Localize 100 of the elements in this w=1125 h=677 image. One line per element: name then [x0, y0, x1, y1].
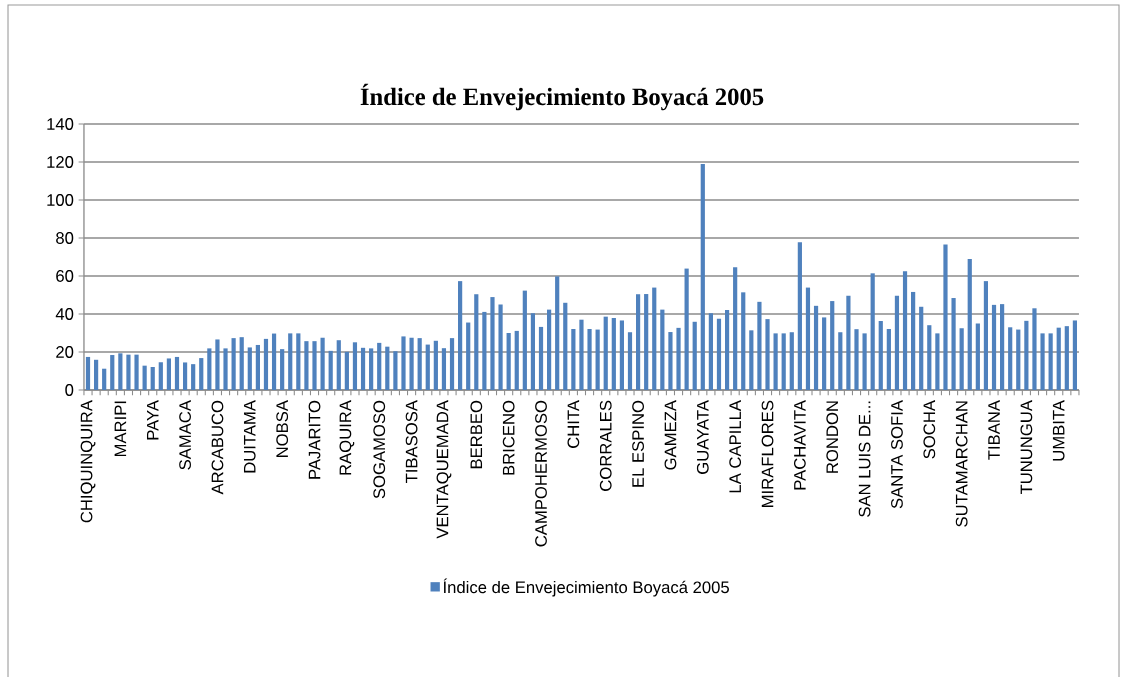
- bar: [668, 332, 673, 390]
- x-tick-label: CHIQUINQUIRA: [80, 400, 96, 523]
- bar: [360, 347, 366, 390]
- bar: [255, 344, 260, 390]
- x-tick-label: TUNUNGUA: [1020, 400, 1033, 495]
- bar: [959, 328, 964, 390]
- bar: [951, 298, 956, 390]
- bar: [538, 326, 544, 390]
- bar: [797, 242, 802, 390]
- bar: [182, 362, 188, 390]
- bar: [789, 332, 794, 390]
- x-tick-label: RAQUIRA: [339, 400, 355, 475]
- bar: [708, 313, 713, 390]
- bar: [231, 338, 236, 390]
- bar: [1040, 333, 1045, 390]
- bar: [85, 356, 91, 390]
- y-tick-label: 20: [56, 346, 74, 358]
- bar: [223, 348, 228, 390]
- bar: [247, 347, 252, 390]
- bar: [385, 346, 390, 390]
- bar: [506, 332, 511, 390]
- y-tick-label: 0: [65, 384, 74, 396]
- bar: [191, 364, 196, 390]
- bar: [822, 317, 827, 390]
- bar: [393, 351, 398, 390]
- bar: [579, 319, 584, 390]
- bar: [126, 354, 131, 390]
- x-tick-label: SOGAMOSO: [373, 400, 386, 499]
- bar: [563, 302, 568, 390]
- bar: [611, 317, 616, 390]
- bar: [862, 333, 867, 390]
- bar: [603, 316, 608, 390]
- bar: [838, 332, 843, 390]
- bar: [433, 340, 438, 390]
- bar: [490, 297, 495, 390]
- bar: [886, 329, 891, 390]
- bar: [207, 348, 212, 390]
- x-tick-label: VENTAQUEMADA: [436, 400, 452, 539]
- bar: [1000, 304, 1005, 390]
- x-tick-label: PAYA: [147, 400, 159, 440]
- bar: [530, 313, 536, 390]
- bar: [377, 342, 382, 390]
- bar: [271, 333, 277, 390]
- y-tick-label: 80: [56, 232, 74, 244]
- bar: [199, 358, 204, 390]
- bar: [215, 339, 220, 390]
- bar: [94, 359, 99, 390]
- bar: [514, 330, 519, 390]
- bar: [927, 325, 932, 390]
- bar: [676, 327, 681, 390]
- x-tick-label: ARCABUCO: [211, 400, 224, 495]
- bar: [749, 330, 754, 390]
- bar: [110, 355, 115, 390]
- x-tick-label: TIBANA: [988, 400, 1000, 460]
- x-tick-label: SAN LUIS DE...: [858, 401, 871, 517]
- bar: [902, 271, 908, 390]
- x-tick-label: SAMACA: [179, 400, 191, 470]
- y-tick-label: 60: [56, 270, 74, 282]
- bar: [474, 294, 479, 390]
- bar: [239, 337, 244, 390]
- bar: [919, 306, 924, 390]
- bar: [757, 301, 762, 390]
- bar: [409, 337, 414, 390]
- x-tick-label: TIBASOSA: [405, 400, 418, 484]
- bar: [449, 338, 455, 390]
- bar: [587, 329, 592, 390]
- x-tick-label: SUTAMARCHAN: [955, 401, 968, 527]
- bar: [644, 294, 649, 390]
- x-tick-label: EL ESPINO: [632, 400, 644, 487]
- bar: [320, 337, 325, 390]
- bar: [336, 340, 341, 390]
- bar: [102, 368, 107, 390]
- bar: [813, 305, 819, 390]
- y-tick-label: 120: [47, 156, 74, 168]
- bar: [296, 333, 301, 390]
- bar: [280, 349, 285, 390]
- x-tick-label: CORRALES: [599, 400, 612, 491]
- bar: [555, 276, 560, 390]
- x-tick-label: MARIPI: [114, 401, 127, 457]
- bar: [1072, 320, 1078, 390]
- x-tick-label: NOBSA: [276, 400, 289, 458]
- bar: [547, 309, 552, 390]
- bar: [741, 292, 746, 390]
- x-tick-label: RONDON: [826, 401, 839, 473]
- bar: [142, 365, 147, 390]
- bar: [1032, 308, 1037, 390]
- bar: [660, 309, 665, 390]
- bar: [975, 323, 980, 390]
- bar: [166, 358, 171, 390]
- y-tick-label: 100: [47, 194, 74, 206]
- bar: [870, 273, 875, 390]
- bar: [878, 321, 883, 390]
- bar: [344, 351, 349, 390]
- bar: [854, 329, 859, 390]
- y-tick-label: 140: [47, 118, 74, 130]
- bar: [716, 318, 722, 390]
- bar: [352, 342, 358, 390]
- bar: [911, 291, 916, 390]
- bar: [846, 295, 851, 390]
- x-tick-label: LA CAPILLA: [729, 400, 742, 493]
